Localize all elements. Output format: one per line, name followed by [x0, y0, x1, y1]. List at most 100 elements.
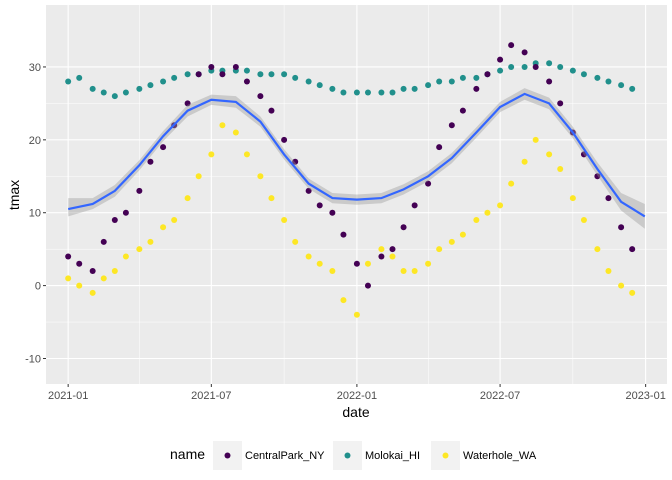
point-centralpark-ny	[364, 282, 371, 289]
x-tick-label: 2022-01	[337, 390, 377, 402]
point-centralpark-ny	[329, 209, 336, 216]
point-waterhole-wa	[594, 246, 601, 253]
point-centralpark-ny	[208, 63, 215, 70]
point-molokai-hi	[389, 89, 396, 96]
point-centralpark-ny	[195, 71, 202, 78]
point-molokai-hi	[546, 60, 553, 67]
y-axis: -10 0 10 20 30	[25, 62, 46, 365]
point-molokai-hi	[497, 67, 504, 74]
point-centralpark-ny	[232, 63, 239, 70]
point-waterhole-wa	[76, 282, 83, 289]
point-centralpark-ny	[448, 122, 455, 129]
point-molokai-hi	[122, 89, 129, 96]
point-waterhole-wa	[580, 217, 587, 224]
point-waterhole-wa	[497, 202, 504, 209]
point-molokai-hi	[521, 63, 528, 70]
point-centralpark-ny	[100, 238, 107, 245]
point-waterhole-wa	[557, 165, 564, 172]
point-centralpark-ny	[389, 246, 396, 253]
point-centralpark-ny	[629, 246, 636, 253]
point-centralpark-ny	[219, 71, 226, 78]
point-molokai-hi	[411, 85, 418, 92]
point-molokai-hi	[448, 78, 455, 85]
point-molokai-hi	[292, 74, 299, 81]
point-molokai-hi	[89, 85, 96, 92]
point-centralpark-ny	[184, 100, 191, 107]
point-waterhole-wa	[316, 260, 323, 267]
point-molokai-hi	[243, 67, 250, 74]
point-centralpark-ny	[316, 202, 323, 209]
point-waterhole-wa	[569, 195, 576, 202]
x-axis: 2021-01 2021-07 2022-01 2022-07 2023-01	[48, 384, 666, 402]
y-tick-label: -10	[25, 353, 41, 365]
point-molokai-hi	[340, 89, 347, 96]
x-axis-title: date	[342, 404, 369, 420]
legend-label-waterhole: Waterhole_WA	[463, 450, 537, 462]
point-centralpark-ny	[497, 56, 504, 63]
point-molokai-hi	[605, 78, 612, 85]
point-centralpark-ny	[136, 187, 143, 194]
point-waterhole-wa	[532, 136, 539, 143]
point-centralpark-ny	[353, 260, 360, 267]
point-molokai-hi	[629, 85, 636, 92]
point-centralpark-ny	[400, 224, 407, 231]
point-waterhole-wa	[219, 122, 226, 129]
point-molokai-hi	[316, 82, 323, 89]
point-centralpark-ny	[521, 49, 528, 56]
point-waterhole-wa	[195, 173, 202, 180]
point-centralpark-ny	[436, 144, 443, 151]
point-centralpark-ny	[268, 107, 275, 114]
point-waterhole-wa	[122, 253, 129, 260]
data-points	[65, 42, 636, 318]
point-centralpark-ny	[65, 253, 72, 260]
point-molokai-hi	[305, 78, 312, 85]
point-centralpark-ny	[292, 158, 299, 165]
point-centralpark-ny	[605, 195, 612, 202]
point-centralpark-ny	[340, 231, 347, 238]
major-gridlines	[46, 5, 667, 384]
point-waterhole-wa	[521, 158, 528, 165]
y-axis-title: tmax	[6, 180, 22, 210]
point-centralpark-ny	[546, 78, 553, 85]
point-molokai-hi	[147, 82, 154, 89]
point-molokai-hi	[268, 71, 275, 78]
point-molokai-hi	[473, 74, 480, 81]
point-waterhole-wa	[378, 246, 385, 253]
point-waterhole-wa	[459, 231, 466, 238]
point-waterhole-wa	[389, 253, 396, 260]
point-molokai-hi	[160, 78, 167, 85]
point-centralpark-ny	[147, 158, 154, 165]
x-tick-label: 2021-01	[48, 390, 88, 402]
point-waterhole-wa	[484, 209, 491, 216]
point-molokai-hi	[184, 71, 191, 78]
point-waterhole-wa	[305, 253, 312, 260]
point-molokai-hi	[257, 71, 264, 78]
point-centralpark-ny	[411, 202, 418, 209]
point-waterhole-wa	[605, 268, 612, 275]
point-waterhole-wa	[147, 238, 154, 245]
point-molokai-hi	[569, 67, 576, 74]
point-waterhole-wa	[508, 180, 515, 187]
legend-title: name	[170, 446, 205, 462]
point-molokai-hi	[378, 89, 385, 96]
point-centralpark-ny	[459, 107, 466, 114]
point-centralpark-ny	[111, 217, 118, 224]
point-molokai-hi	[100, 89, 107, 96]
point-waterhole-wa	[208, 151, 215, 158]
point-molokai-hi	[436, 78, 443, 85]
point-molokai-hi	[557, 63, 564, 70]
point-waterhole-wa	[292, 238, 299, 245]
point-molokai-hi	[111, 93, 118, 100]
point-waterhole-wa	[136, 246, 143, 253]
point-centralpark-ny	[89, 268, 96, 275]
point-waterhole-wa	[232, 129, 239, 136]
point-molokai-hi	[353, 89, 360, 96]
x-tick-label: 2021-07	[191, 390, 231, 402]
point-centralpark-ny	[257, 93, 264, 100]
point-molokai-hi	[171, 74, 178, 81]
point-molokai-hi	[136, 85, 143, 92]
point-molokai-hi	[618, 82, 625, 89]
legend-label-molokai: Molokai_HI	[365, 450, 420, 462]
